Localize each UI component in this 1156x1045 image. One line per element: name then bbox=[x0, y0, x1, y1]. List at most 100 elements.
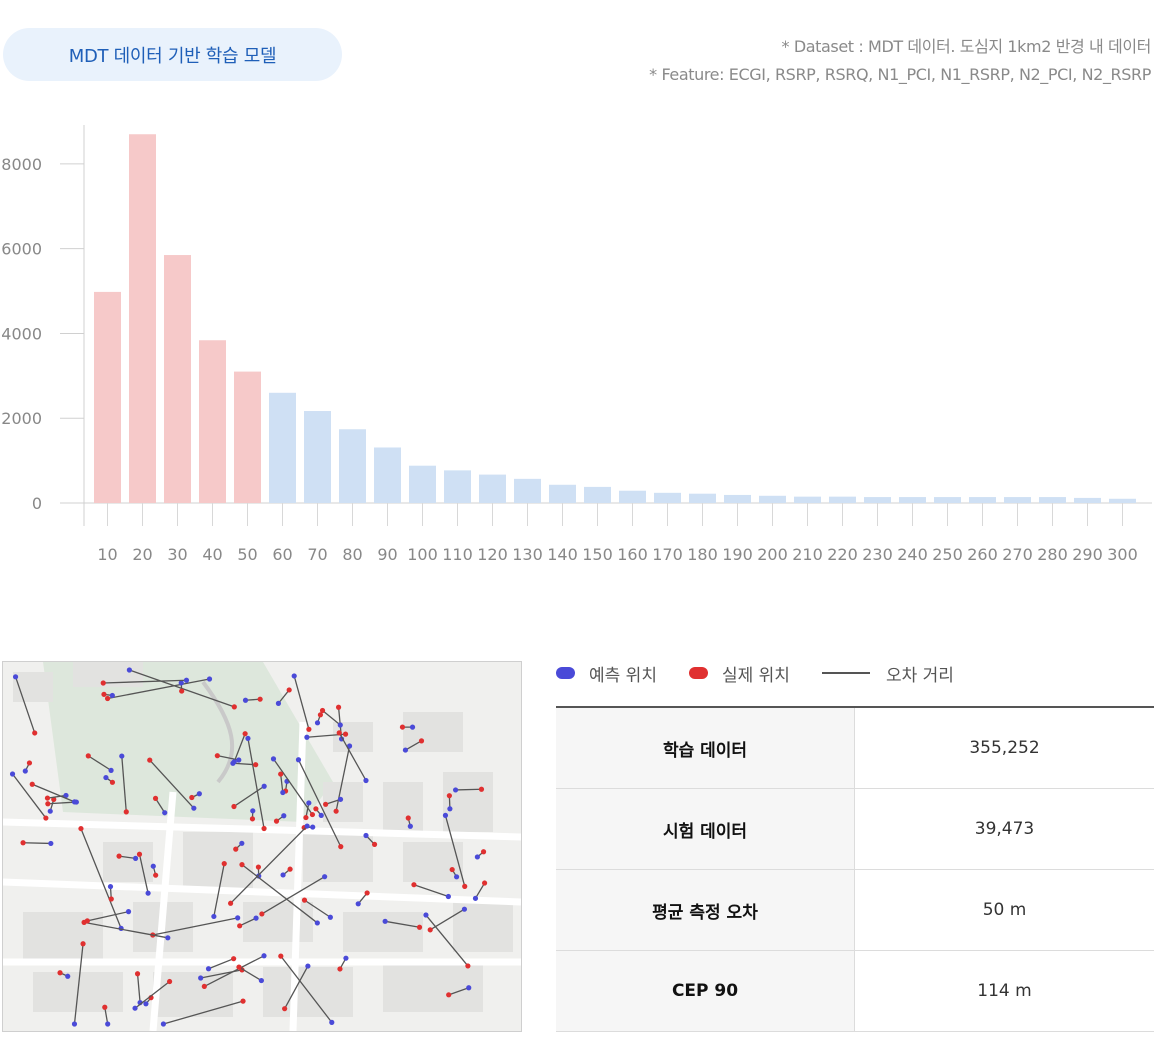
bar bbox=[654, 492, 681, 503]
actual-location-point bbox=[336, 730, 342, 736]
predicted-location-point bbox=[242, 697, 249, 703]
actual-location-point bbox=[147, 757, 153, 763]
predicted-location-point bbox=[461, 906, 468, 912]
y-tick-label: 0 bbox=[32, 494, 42, 513]
error-line bbox=[280, 774, 284, 793]
predicted-location-point bbox=[63, 792, 69, 799]
stat-label: CEP 90 bbox=[556, 950, 855, 1032]
error-line bbox=[31, 783, 75, 803]
stats-table: 학습 데이터 355,252 시험 데이터 39,473 평균 측정 오차 50… bbox=[556, 706, 1154, 1032]
actual-dot-icon bbox=[688, 667, 708, 679]
actual-location-point bbox=[333, 808, 339, 814]
error-line bbox=[136, 973, 141, 1003]
bar bbox=[689, 493, 716, 503]
actual-location-point bbox=[189, 794, 195, 801]
error-line bbox=[204, 955, 265, 987]
table-row: 평균 측정 오차 50 m bbox=[556, 869, 1154, 951]
error-line bbox=[154, 798, 166, 814]
actual-location-point bbox=[134, 971, 141, 977]
predicted-location-point bbox=[322, 874, 328, 880]
actual-location-point bbox=[371, 841, 378, 847]
predicted-location-point bbox=[109, 692, 115, 699]
predicted-location-point bbox=[318, 812, 324, 819]
actual-location-point bbox=[338, 844, 344, 850]
bar bbox=[234, 371, 261, 503]
actual-location-point bbox=[78, 825, 84, 832]
actual-location-point bbox=[273, 818, 280, 824]
error-line bbox=[474, 882, 486, 899]
actual-location-point bbox=[478, 786, 485, 792]
bar bbox=[1004, 497, 1031, 503]
error-line bbox=[12, 773, 47, 819]
actual-location-point bbox=[278, 953, 284, 959]
x-tick-label: 240 bbox=[897, 545, 928, 564]
actual-location-point bbox=[253, 762, 259, 768]
error-line bbox=[73, 943, 84, 1025]
x-tick-label: 200 bbox=[757, 545, 788, 564]
error-line bbox=[277, 689, 290, 704]
actual-location-point bbox=[242, 731, 248, 737]
predicted-location-point bbox=[162, 810, 168, 816]
predicted-location-point bbox=[409, 724, 416, 730]
error-line bbox=[293, 675, 310, 730]
actual-location-point bbox=[100, 680, 106, 686]
actual-location-point bbox=[237, 923, 243, 929]
bar bbox=[479, 474, 506, 503]
actual-location-point bbox=[221, 861, 227, 867]
error-line bbox=[325, 798, 341, 805]
actual-location-point bbox=[261, 825, 267, 832]
legend-error-label: 오차 거리 bbox=[885, 665, 954, 686]
x-tick-label: 30 bbox=[167, 545, 187, 564]
actual-location-point bbox=[278, 771, 284, 777]
actual-location-point bbox=[306, 726, 312, 732]
predicted-location-point bbox=[452, 787, 459, 793]
predicted-location-point bbox=[382, 918, 388, 924]
predicted-location-point bbox=[445, 893, 451, 900]
actual-location-point bbox=[116, 853, 122, 859]
predicted-location-point bbox=[71, 1021, 78, 1027]
predicted-location-point bbox=[453, 874, 460, 880]
legend-item-predicted: 예측 위치 bbox=[556, 661, 657, 686]
bar bbox=[584, 486, 611, 503]
predicted-location-point bbox=[466, 985, 472, 991]
actual-location-point bbox=[286, 687, 292, 693]
predicted-location-point bbox=[71, 799, 78, 805]
x-tick-label: 160 bbox=[617, 545, 648, 564]
x-tick-label: 170 bbox=[652, 545, 683, 564]
actual-location-point bbox=[20, 840, 26, 846]
bar bbox=[129, 134, 156, 503]
error-line bbox=[338, 732, 367, 781]
error-line bbox=[47, 801, 77, 805]
actual-location-point bbox=[231, 803, 237, 810]
predicted-location-point bbox=[105, 1021, 111, 1027]
dataset-notes: * Dataset : MDT 데이터. 도심지 1km2 반경 내 데이터 *… bbox=[649, 33, 1151, 89]
bar bbox=[94, 291, 121, 503]
x-tick-label: 260 bbox=[967, 545, 998, 564]
predicted-location-point bbox=[235, 915, 241, 921]
error-line bbox=[280, 955, 333, 1023]
predicted-location-point bbox=[329, 1019, 335, 1025]
actual-location-point bbox=[201, 983, 207, 990]
error-line bbox=[413, 884, 449, 898]
predicted-location-point bbox=[178, 680, 184, 686]
x-tick-label: 70 bbox=[307, 545, 327, 564]
stat-label: 학습 데이터 bbox=[556, 707, 855, 789]
error-line bbox=[239, 917, 257, 927]
table-row: 학습 데이터 355,252 bbox=[556, 707, 1154, 789]
predicted-location-point bbox=[363, 832, 369, 839]
predicted-location-point bbox=[258, 977, 264, 984]
actual-location-point bbox=[303, 814, 309, 821]
predicted-location-point bbox=[337, 722, 343, 728]
actual-location-point bbox=[123, 809, 129, 815]
predicted-location-point bbox=[65, 973, 71, 979]
actual-location-point bbox=[259, 911, 265, 917]
table-row: 시험 데이터 39,473 bbox=[556, 788, 1154, 870]
error-line bbox=[304, 899, 331, 918]
error-line bbox=[107, 678, 210, 700]
actual-location-point bbox=[335, 704, 342, 710]
actual-location-point bbox=[411, 882, 417, 888]
actual-location-point bbox=[301, 897, 308, 903]
error-line bbox=[138, 854, 149, 894]
actual-location-point bbox=[239, 862, 245, 868]
error-line bbox=[322, 709, 341, 726]
